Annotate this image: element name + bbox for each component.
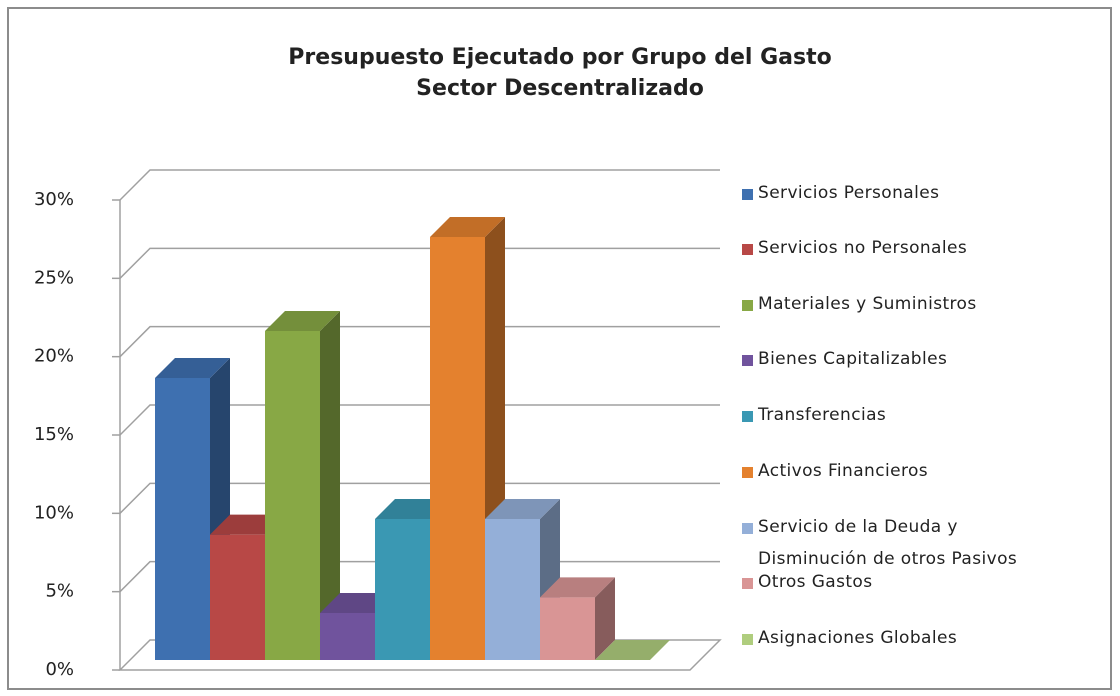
bar-top bbox=[540, 577, 615, 598]
grid-line bbox=[119, 169, 720, 201]
y-tick-label: 0% bbox=[45, 659, 74, 680]
legend-label: Transferencias bbox=[758, 405, 887, 425]
bar bbox=[595, 640, 670, 660]
legend-item: Bienes Capitalizables bbox=[742, 349, 1072, 375]
legend-swatch bbox=[742, 411, 753, 422]
y-tick-label: 15% bbox=[34, 424, 74, 445]
legend-swatch bbox=[742, 189, 753, 200]
legend-label: Servicios Personales bbox=[758, 183, 940, 203]
legend-label: Servicios no Personales bbox=[758, 238, 968, 258]
legend-swatch bbox=[742, 244, 753, 255]
bar-front bbox=[210, 534, 265, 660]
plot: 0% 5% 10% 15% 20% 25% 30% bbox=[34, 169, 722, 680]
bar-front bbox=[155, 378, 210, 660]
bar bbox=[265, 311, 340, 660]
bar bbox=[540, 577, 615, 660]
legend-item: Otros Gastos bbox=[742, 572, 1072, 598]
y-tick-label: 10% bbox=[34, 502, 74, 523]
legend-label: Otros Gastos bbox=[758, 572, 873, 592]
bar-top bbox=[485, 499, 560, 519]
legend-item: Transferencias bbox=[742, 405, 1072, 431]
bar-top bbox=[155, 358, 230, 378]
legend-label: Activos Financieros bbox=[758, 461, 929, 481]
legend-label: Bienes Capitalizables bbox=[758, 349, 948, 369]
grid-line bbox=[119, 325, 720, 358]
y-tick-label: 30% bbox=[34, 189, 74, 210]
legend-swatch bbox=[742, 355, 753, 366]
bar-front bbox=[485, 519, 540, 660]
bar-front bbox=[265, 331, 320, 660]
grid-line bbox=[119, 482, 720, 514]
y-tick-label: 25% bbox=[34, 267, 74, 288]
legend-item: Servicio de la Deuda y Disminución de ot… bbox=[742, 517, 1072, 575]
legend-item: Asignaciones Globales bbox=[742, 628, 1072, 654]
legend-item: Servicios Personales bbox=[742, 183, 1072, 209]
bar-front bbox=[375, 519, 430, 660]
legend-swatch bbox=[742, 523, 753, 534]
legend-label: Asignaciones Globales bbox=[758, 628, 958, 648]
legend-item: Materiales y Suministros bbox=[742, 294, 1072, 320]
bar-front bbox=[320, 613, 375, 660]
bar-side bbox=[595, 577, 615, 660]
legend-item: Activos Financieros bbox=[742, 461, 1072, 487]
legend-swatch bbox=[742, 467, 753, 478]
legend-item: Servicios no Personales bbox=[742, 238, 1072, 264]
bar-front bbox=[540, 597, 595, 660]
legend-swatch bbox=[742, 634, 753, 645]
bar-top bbox=[430, 217, 505, 237]
legend-swatch bbox=[742, 578, 753, 589]
chart-title: Presupuesto Ejecutado por Grupo del Gast… bbox=[288, 45, 831, 70]
bar-top bbox=[595, 640, 670, 660]
bar-front bbox=[430, 237, 485, 660]
bar-top bbox=[265, 311, 340, 331]
bar-side bbox=[320, 311, 340, 660]
legend-label: Materiales y Suministros bbox=[758, 294, 977, 314]
y-tick-label: 20% bbox=[34, 346, 74, 367]
legend-swatch bbox=[742, 300, 753, 311]
grid-line bbox=[119, 247, 720, 279]
legend-label: Servicio de la Deuda y Disminución de ot… bbox=[758, 517, 1018, 569]
y-tick-label: 5% bbox=[45, 581, 74, 602]
chart-subtitle: Sector Descentralizado bbox=[416, 76, 704, 101]
grid-line bbox=[119, 404, 720, 436]
